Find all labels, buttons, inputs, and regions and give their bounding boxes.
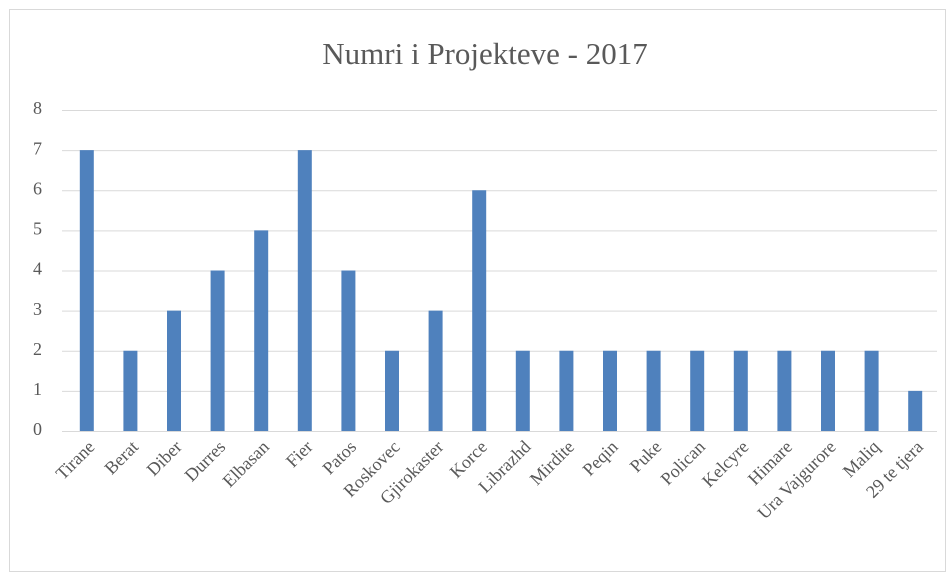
y-tick-label: 4 [33, 259, 42, 279]
bar [777, 350, 792, 431]
bar [297, 150, 312, 431]
y-tick-label: 3 [33, 299, 42, 319]
bar [559, 350, 574, 431]
chart-title: Numri i Projekteve - 2017 [322, 36, 647, 71]
bar [210, 270, 225, 431]
bar [341, 270, 356, 431]
y-tick-label: 5 [33, 219, 42, 239]
bar [472, 190, 487, 431]
bar [908, 390, 923, 431]
y-tick-label: 6 [33, 178, 42, 198]
y-tick-label: 8 [33, 98, 42, 118]
y-tick-label: 1 [33, 379, 42, 399]
bar [821, 350, 835, 431]
y-tick-label: 2 [33, 339, 42, 359]
bar [167, 310, 181, 431]
bar [515, 350, 530, 431]
bar [603, 350, 617, 431]
bar [864, 350, 879, 431]
bar [254, 230, 269, 431]
bar [123, 350, 138, 431]
bar [79, 150, 94, 431]
y-tick-label: 7 [33, 138, 42, 158]
bar [646, 350, 661, 431]
bar [690, 350, 705, 431]
y-tick-label: 0 [33, 419, 42, 439]
bar [428, 310, 443, 431]
bar [385, 350, 399, 431]
bar [733, 350, 748, 431]
